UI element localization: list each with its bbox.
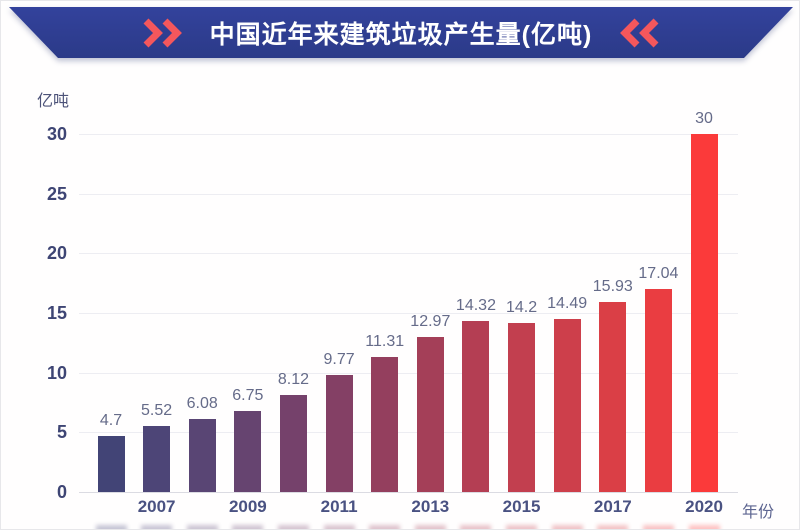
bar-2: [188, 419, 216, 492]
bar-13: [690, 134, 718, 492]
gridline-20: [79, 253, 738, 255]
title-banner: 中国近年来建筑垃圾产生量(亿吨): [9, 7, 793, 58]
bar-8: [462, 321, 490, 492]
bar-value-label: 6.75: [232, 387, 264, 405]
bar-reflection: [597, 525, 629, 529]
gridline-15: [79, 313, 738, 314]
x-axis-unit-label: 年份: [742, 504, 775, 521]
x-tick-2017: 2017: [593, 497, 632, 516]
y-axis-unit-label: 亿吨: [37, 93, 70, 110]
bar-reflection: [186, 525, 218, 529]
bar-value-label: 14.2: [506, 298, 538, 316]
x-tick-2020: 2020: [685, 497, 723, 516]
double-chevron-left-icon: [618, 18, 660, 48]
bar-6: [371, 357, 399, 492]
bar-value-label: 9.77: [323, 351, 355, 369]
bar-5: [325, 375, 353, 492]
bar-10: [553, 319, 581, 492]
bar-3: [234, 411, 262, 492]
gridline-25: [79, 193, 738, 195]
x-tick-2013: 2013: [411, 497, 450, 516]
gridline-5: [79, 432, 738, 434]
y-tick-0: 0: [56, 482, 67, 502]
bar-reflection: [95, 525, 127, 529]
y-tick-5: 5: [56, 422, 67, 443]
bar-7: [416, 337, 444, 492]
bar-reflection: [369, 525, 401, 529]
bar-reflection: [232, 525, 264, 529]
bar-value-label: 5.52: [141, 402, 173, 420]
x-tick-2009: 2009: [228, 497, 267, 516]
gridline-30: [79, 134, 738, 135]
y-tick-15: 15: [46, 303, 67, 323]
bar-value-label: 4.7: [99, 411, 123, 429]
bar-reflection: [460, 525, 492, 529]
bar-4: [279, 395, 307, 492]
gridline-0: [79, 492, 738, 493]
bar-reflection: [141, 525, 173, 529]
x-tick-2011: 2011: [320, 497, 358, 516]
double-chevron-right-icon: [142, 18, 184, 48]
bar-value-label: 6.08: [186, 395, 218, 413]
bar-12: [644, 288, 672, 492]
bar-0: [97, 435, 125, 492]
bar-value-label: 17.04: [638, 264, 679, 282]
gridline-10: [79, 372, 738, 374]
y-tick-30: 30: [46, 124, 67, 144]
bar-reflection: [688, 525, 720, 529]
x-tick-2015: 2015: [502, 497, 541, 516]
bar-value-label: 15.93: [592, 277, 633, 295]
bar-reflection: [506, 525, 538, 529]
bar-value-label: 12.97: [410, 313, 451, 331]
bar-11: [599, 301, 627, 492]
y-tick-25: 25: [46, 183, 67, 204]
bar-reflection: [642, 525, 674, 529]
bar-reflection: [277, 525, 309, 529]
bar-reflection: [323, 525, 355, 529]
title-banner-shape: 中国近年来建筑垃圾产生量(亿吨): [9, 7, 793, 58]
bar-value-label: 14.32: [455, 297, 496, 315]
bar-reflection: [551, 525, 583, 529]
bar-value-label: 8.12: [277, 371, 310, 389]
chart-title: 中国近年来建筑垃圾产生量(亿吨): [209, 20, 593, 49]
bar-value-label: 14.49: [547, 295, 588, 313]
y-tick-10: 10: [46, 362, 67, 383]
bar-9: [508, 322, 536, 492]
y-tick-20: 20: [46, 243, 67, 264]
x-tick-2007: 2007: [137, 497, 176, 516]
bar-1: [143, 426, 171, 492]
bar-reflection: [414, 525, 446, 529]
bar-value-label: 11.31: [365, 333, 405, 351]
bar-value-label: 30: [695, 110, 713, 127]
